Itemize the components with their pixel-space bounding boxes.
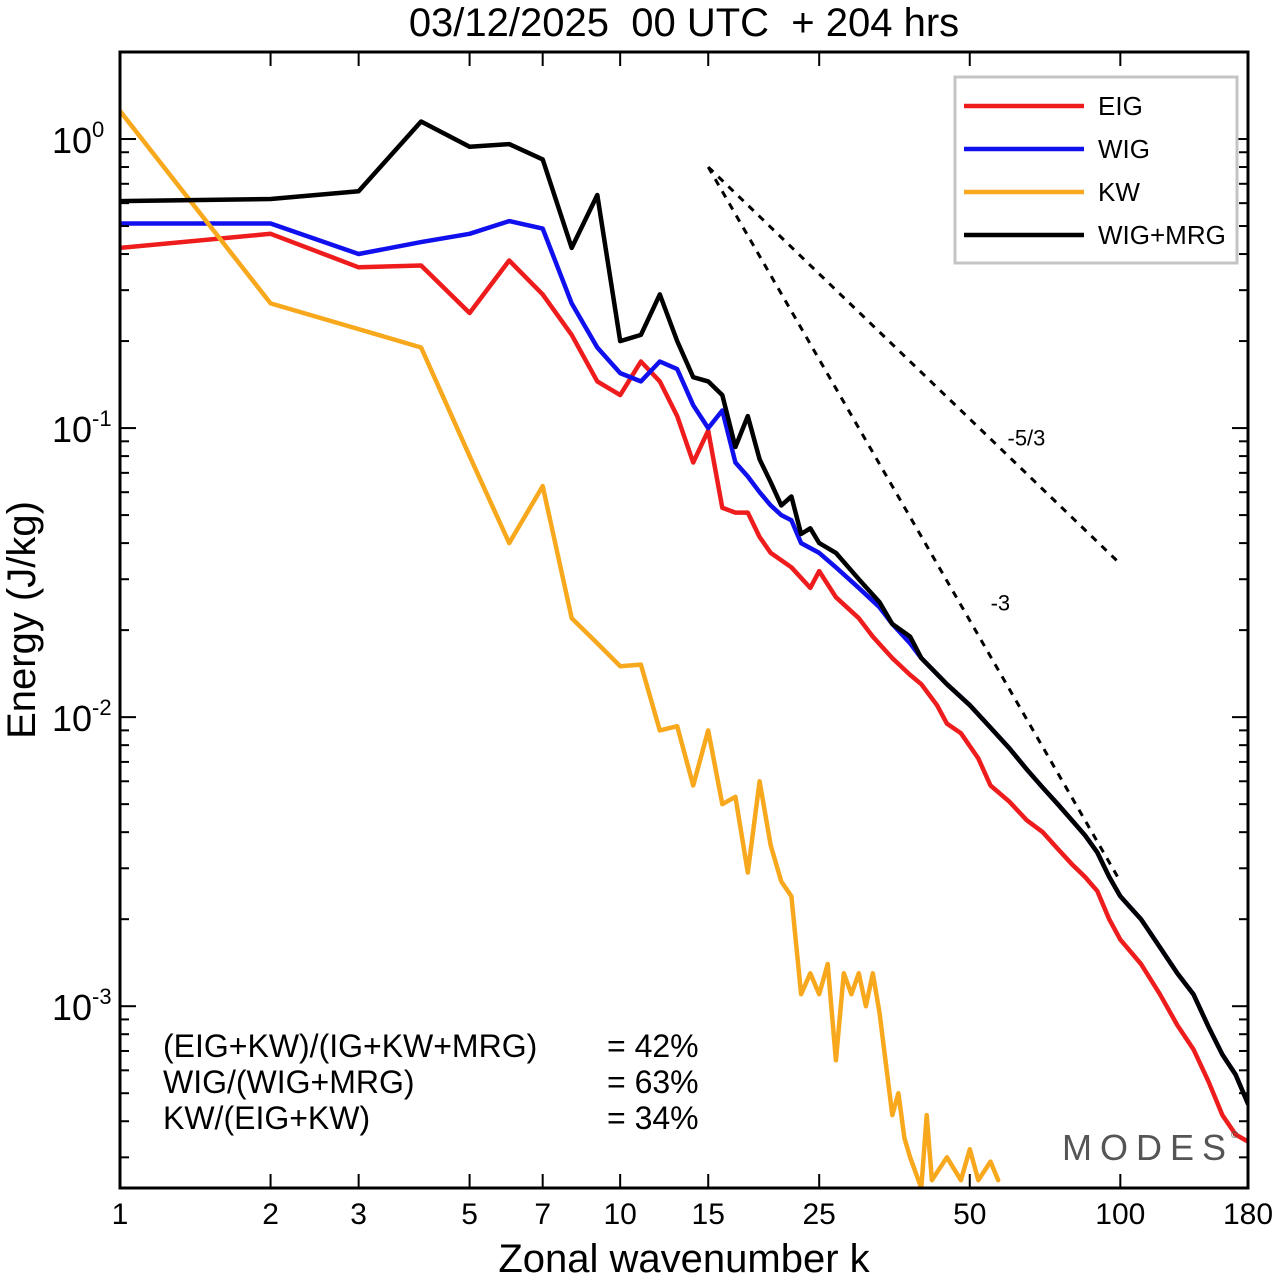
x-tick-label: 25	[803, 1198, 836, 1231]
reference-lines	[706, 165, 1122, 883]
x-tick-label: 180	[1223, 1198, 1273, 1231]
series-line-kw	[120, 108, 1001, 1188]
y-axis-label: Energy (J/kg)	[0, 501, 44, 739]
annotation-value: = 34%	[607, 1100, 699, 1136]
x-tick-label: 1	[112, 1198, 129, 1231]
x-tick-label: 7	[534, 1198, 551, 1231]
watermark: MODES	[1062, 1127, 1234, 1168]
slope-label-2: -3	[991, 590, 1011, 615]
x-tick-label: 15	[692, 1198, 725, 1231]
watermark-copyright-mark: ©	[1231, 1130, 1239, 1141]
legend-label: KW	[1098, 177, 1140, 207]
y-tick-label: 100	[52, 117, 104, 161]
x-tick-label: 50	[953, 1198, 986, 1231]
y-tick-label: 10-2	[52, 695, 112, 739]
ratio-annotations: (EIG+KW)/(IG+KW+MRG) = 42% WIG/(WIG+MRG) = …	[163, 1028, 699, 1136]
y-tick-label: 10-1	[52, 406, 112, 450]
chart-title: 03/12/2025 00 UTC + 204 hrs	[409, 1, 959, 45]
series-layer	[120, 108, 1248, 1188]
legend-label: WIG+MRG	[1098, 220, 1226, 250]
reference-slope-line-1	[707, 165, 1122, 566]
axis-ticks: 1 2 3 5 7 10 15 25 50 100 180 100 10-1 10-2 10-3	[52, 51, 1273, 1231]
x-tick-label: 10	[603, 1198, 636, 1231]
legend: EIG WIG KW WIG+MRG	[953, 75, 1239, 265]
series-line-wig-mrg	[120, 119, 1248, 1106]
annotation-label: WIG/(WIG+MRG)	[163, 1064, 415, 1100]
legend-label: WIG	[1098, 134, 1150, 164]
annotation-label: KW/(EIG+KW)	[163, 1100, 370, 1136]
x-tick-label: 5	[461, 1198, 478, 1231]
legend-label: EIG	[1098, 91, 1143, 121]
plot-frame	[118, 50, 1250, 1190]
annotation-value: = 63%	[607, 1064, 699, 1100]
series-line-eig	[120, 231, 1248, 1144]
slope-label-1: -5/3	[1008, 425, 1046, 450]
annotation-value: = 42%	[607, 1028, 699, 1064]
x-tick-label: 100	[1095, 1198, 1145, 1231]
y-tick-label: 10-3	[52, 984, 112, 1028]
reference-slope-line-2	[706, 166, 1122, 883]
x-tick-label: 2	[262, 1198, 279, 1231]
annotation-label: (EIG+KW)/(IG+KW+MRG)	[163, 1028, 537, 1064]
x-axis-label: Zonal wavenumber k	[498, 1237, 870, 1281]
x-tick-label: 3	[350, 1198, 367, 1231]
